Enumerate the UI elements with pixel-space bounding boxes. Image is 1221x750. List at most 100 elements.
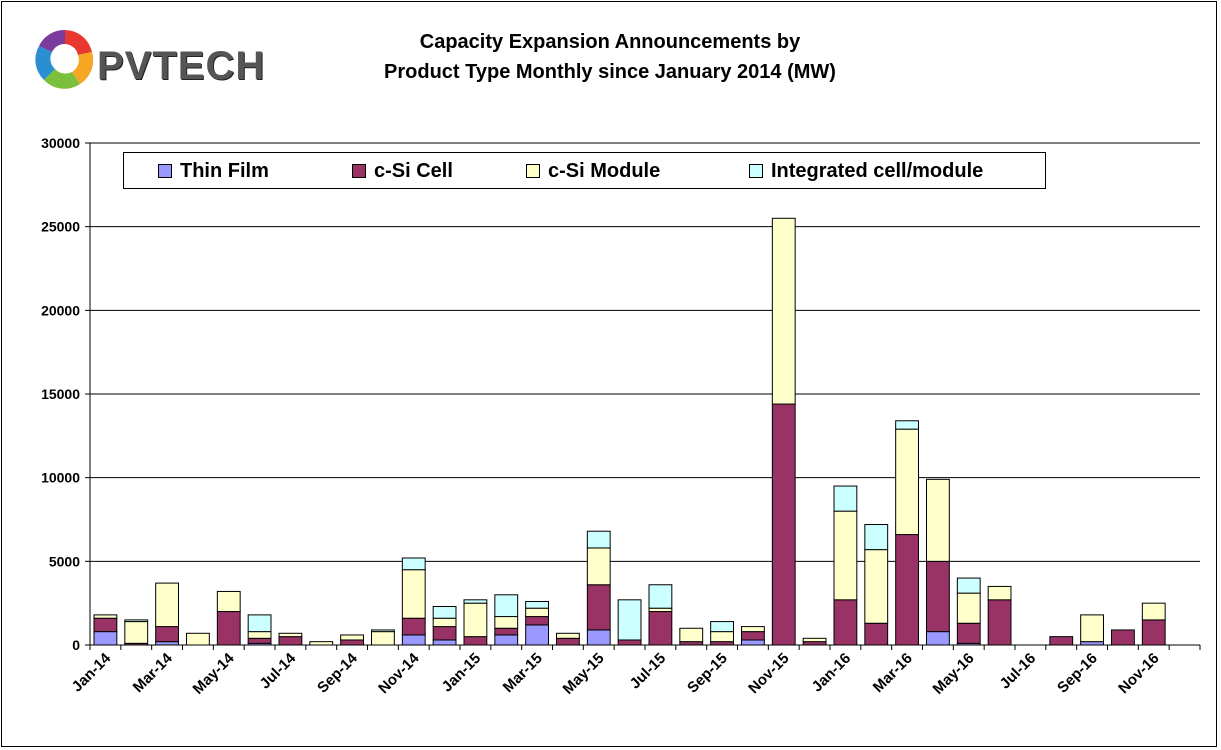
bar-c-si-cell [956,622,981,644]
bar-c-si-cell [155,626,179,643]
x-tick-label: Mar-15 [500,650,546,696]
bar-c-si-cell [679,641,704,646]
bar-c-si-module [741,626,765,633]
legend-label: c-Si Cell [374,159,453,182]
legend-label: c-Si Module [548,159,661,182]
bar-c-si-module [309,641,334,646]
bar-thin-film [586,629,611,646]
legend-item: c-Si Cell [352,159,453,183]
bar-c-si-module [802,637,827,643]
bar-c-si-cell [278,636,303,646]
bar-c-si-module [432,617,457,628]
bar-c-si-cell [525,616,549,626]
bar-c-si-module [340,634,364,641]
bar-c-si-module [525,607,549,618]
y-tick-label: 30000 [41,135,80,151]
bar-c-si-module [926,478,950,562]
bar-c-si-module [186,632,210,646]
bar-c-si-cell [1049,636,1074,646]
bar-c-si-module [401,569,426,619]
bar-integrated-cell-module [648,584,673,609]
bar-c-si-cell [648,611,673,646]
bar-c-si-cell [864,622,889,646]
pvtech-logo-text: PVTECH [97,44,266,88]
x-tick-label: Jul-15 [627,650,670,693]
bar-c-si-module [771,217,796,405]
bar-c-si-module [648,607,673,613]
bar-integrated-cell-module [124,619,149,623]
bar-c-si-module [1080,614,1104,643]
bar-thin-film [93,631,118,646]
bar-c-si-cell [1111,629,1135,646]
bar-thin-film [741,639,765,646]
legend-swatch [158,164,172,178]
legend-item: c-Si Module [526,159,660,183]
pvtech-logo [30,22,300,102]
bar-c-si-cell [463,636,488,646]
bar-c-si-module [93,614,118,619]
bar-integrated-cell-module [371,629,395,633]
bar-c-si-cell [494,627,519,636]
bar-integrated-cell-module [432,606,457,619]
y-tick-label: 15000 [41,386,80,402]
bar-c-si-cell [93,617,118,633]
bar-integrated-cell-module [864,524,889,551]
chart-title-line-2: Product Type Monthly since January 2014 … [384,61,836,83]
y-tick-label: 0 [72,637,80,653]
legend-item: Integrated cell/module [749,159,983,183]
bar-c-si-cell [771,403,796,646]
bar-c-si-cell [556,637,580,646]
chart-title-line-1: Capacity Expansion Announcements by [419,31,801,53]
legend-swatch [526,164,540,178]
bar-thin-film [926,631,950,646]
legend-swatch [749,164,763,178]
bar-c-si-cell [895,534,919,646]
y-tick-label: 10000 [41,470,80,486]
bar-c-si-cell [247,637,272,644]
legend-label: Integrated cell/module [771,159,984,182]
legend-item: Thin Film [158,159,269,183]
bar-c-si-module [586,547,611,586]
bar-thin-film [525,624,549,646]
bar-c-si-module [679,627,704,643]
x-tick-label: May-16 [930,650,978,698]
bar-c-si-module [247,631,272,639]
x-tick-label: Jan-16 [809,650,855,696]
x-tick-label: Sep-16 [1054,650,1101,697]
bar-c-si-module [987,585,1012,601]
bar-c-si-cell [987,599,1012,646]
bar-c-si-module [124,621,149,644]
bar-c-si-cell [926,560,950,633]
bar-c-si-module [494,616,519,629]
y-tick-label: 20000 [41,302,80,318]
bar-c-si-cell [340,639,364,646]
x-tick-label: May-15 [560,650,608,698]
bar-thin-film [432,639,457,646]
x-tick-label: May-14 [190,649,238,697]
bar-c-si-module [895,428,919,536]
bar-c-si-cell [216,611,241,646]
bar-integrated-cell-module [617,599,642,641]
bar-integrated-cell-module [463,599,488,604]
bar-c-si-cell [1141,619,1166,646]
bar-integrated-cell-module [247,614,272,633]
bar-c-si-module [371,631,395,646]
bar-c-si-cell [432,626,457,641]
bar-c-si-cell [586,584,611,631]
bar-c-si-cell [617,639,642,646]
bar-c-si-module [216,590,241,613]
x-tick-label: Jan-15 [439,650,485,696]
y-tick-label: 25000 [41,219,80,235]
bar-integrated-cell-module [710,621,734,633]
bar-thin-film [1080,641,1104,646]
bar-thin-film [155,641,179,646]
x-tick-label: Sep-14 [314,649,361,696]
bar-c-si-module [155,582,179,628]
x-tick-label: Mar-14 [130,649,177,696]
legend-swatch [352,164,366,178]
x-tick-label: Jul-14 [257,649,300,692]
x-tick-label: Nov-15 [745,650,792,697]
bar-thin-film [494,634,519,646]
